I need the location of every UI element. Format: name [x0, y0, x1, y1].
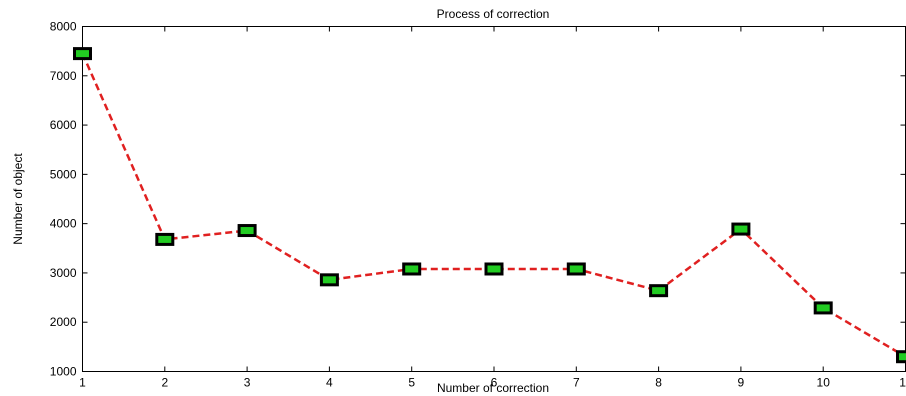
x-tick-label: 1 — [79, 376, 86, 390]
y-tick-label: 4000 — [50, 217, 77, 231]
y-tick-label: 5000 — [50, 167, 77, 181]
x-tick-label: 5 — [408, 376, 415, 390]
plot-frame — [82, 26, 906, 372]
x-tick-label: 9 — [738, 376, 745, 390]
y-tick-label: 7000 — [50, 69, 77, 83]
chart-title: Process of correction — [437, 7, 550, 21]
data-point-marker — [73, 47, 92, 61]
x-axis-label: Number of correction — [437, 381, 549, 395]
x-tick-label: 7 — [573, 376, 580, 390]
y-axis-label: Number of object — [11, 153, 25, 245]
y-tick-label: 1000 — [50, 365, 77, 379]
x-tick-label: 4 — [326, 376, 333, 390]
x-tick-label: 6 — [491, 376, 498, 390]
y-tick-label: 3000 — [50, 266, 77, 280]
x-tick-label: 8 — [655, 376, 662, 390]
data-point-marker — [731, 222, 751, 236]
data-point-marker — [402, 262, 422, 276]
series-layer — [73, 47, 906, 364]
data-point-marker — [484, 262, 504, 276]
y-ticks: 1000 2000 3000 4000 5000 6000 7000 8000 — [50, 20, 906, 379]
data-point-marker — [319, 273, 339, 287]
data-point-marker — [566, 262, 586, 276]
x-tick-label: 3 — [244, 376, 251, 390]
y-tick-label: 2000 — [50, 315, 77, 329]
data-point-marker — [649, 284, 669, 298]
x-ticks: 1 2 3 4 5 6 7 8 9 10 11 — [79, 26, 906, 390]
x-tick-label: 2 — [161, 376, 168, 390]
series-line — [81, 53, 906, 358]
y-tick-label: 6000 — [50, 118, 77, 132]
x-tick-label: 10 — [817, 376, 831, 390]
data-point-marker — [896, 350, 906, 364]
data-point-marker — [813, 301, 833, 315]
y-tick-label: 8000 — [50, 20, 77, 34]
data-point-marker — [237, 224, 257, 238]
data-point-marker — [155, 232, 175, 246]
x-tick-label: 11 — [899, 376, 906, 390]
